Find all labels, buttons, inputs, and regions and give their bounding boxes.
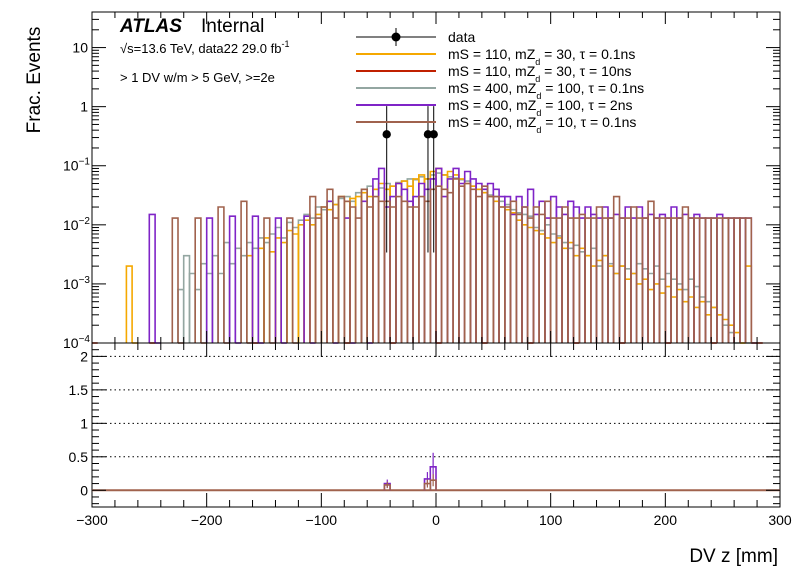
legend-label-1: mS = 110, mZd = 30, τ = 0.1ns [448,46,635,67]
legend-entry-5: mS = 400, mZd = 10, τ = 0.1ns [356,114,636,135]
main-panel: 10−4 10−3 10−2 10−1 1 10 [63,11,781,351]
bin-ms-400-mz-d-10-0-1ns-88 [744,217,753,343]
x-tick-label-4: 100 [539,512,563,528]
ratio-series-group [92,452,780,492]
bin-ms-400-mz-d-100-2ns-3 [228,215,237,343]
ratio-y-axis: 0 0.5 1 1.5 2 [69,348,780,505]
legend-entry-1: mS = 110, mZd = 30, τ = 0.1ns [356,46,635,67]
legend-entry-2: mS = 110, mZd = 30, τ = 10ns [356,63,631,84]
legend-marker-data [391,32,401,42]
bin-ms-400-mz-d-100-2ns-2 [205,217,214,343]
x-tick-label-5: 200 [654,512,678,528]
bin-ms-400-mz-d-10-0-1ns-0 [171,217,179,343]
data-point-0 [382,130,391,139]
y-axis-title: Frac. Events [24,27,45,134]
x-tick-label-6: 300 [768,512,792,528]
lumi-exponent: -1 [281,39,289,49]
lumi-label: √s=13.6 TeV, data22 29.0 fb-1 [120,39,289,56]
main-tick-label-2: 10−2 [63,216,90,233]
ratio-tick-label-0: 0 [80,482,88,498]
atlas-label: ATLAS [119,16,182,37]
bin-ms-400-mz-d-10-0-1ns-10 [286,217,294,343]
x-tick-label-1: −200 [191,512,223,528]
main-tick-label-3: 10−1 [63,157,90,174]
legend-label-3: mS = 400, mZd = 100, τ = 0.1ns [448,80,644,101]
legend-label-5: mS = 400, mZd = 10, τ = 0.1ns [448,114,636,135]
ratio-tick-label-4: 2 [80,348,88,364]
bin-ms-110-mz-d-30-0-1ns-0 [125,265,133,343]
main-tick-label-0: 10−4 [63,334,90,351]
main-x-ticks [91,12,781,343]
x-tick-label-2: −100 [306,512,338,528]
data-points-group [382,106,438,253]
ratio-panel: 0 0.5 1 1.5 2 −300 −200 −100 0 100 200 300 [69,342,792,528]
x-tick-label-0: −300 [76,512,108,528]
legend-entry-3: mS = 400, mZd = 100, τ = 0.1ns [356,80,644,101]
selection-label: > 1 DV w/m > 5 GeV, >=2e [120,70,275,85]
legend-label-4: mS = 400, mZd = 100, τ = 2ns [448,97,632,118]
data-point-2 [429,130,438,139]
main-tick-label-1: 10−3 [63,275,90,292]
legend: data mS = 110, mZd = 30, τ = 0.1ns mS = … [356,28,644,135]
internal-label: Internal [201,16,264,37]
legend-label-2: mS = 110, mZd = 30, τ = 10ns [448,63,631,84]
bin-ms-400-mz-d-100-2ns-7 [274,217,282,343]
bin-ms-400-mz-d-10-0-1ns-2 [194,217,202,343]
x-tick-label-3: 0 [432,512,440,528]
bin-ms-400-mz-d-10-0-1ns-8 [263,217,271,343]
ratio-tick-label-2: 1 [80,415,88,431]
bin-ms-400-mz-d-10-0-1ns-4 [217,206,225,343]
main-y-axis: 10−4 10−3 10−2 10−1 1 10 [63,18,780,351]
x-axis-title: DV z [mm] [689,546,778,567]
legend-label-data: data [448,29,475,45]
legend-entry-data: data [356,28,475,46]
main-tick-label-4: 1 [80,99,88,115]
ratio-tick-label-1: 0.5 [69,449,89,465]
bin-ms-400-mz-d-10-0-1ns-6 [240,200,248,343]
main-tick-label-5: 10 [72,40,88,56]
legend-entry-4: mS = 400, mZd = 100, τ = 2ns [356,97,632,118]
series-ms-400-mz-d-10-0-1ns [171,178,758,344]
lumi-text: √s=13.6 TeV, data22 29.0 fb [120,41,281,56]
ratio-ratio-ms-400-mz-d-10-0-1ns [383,474,437,491]
main-series-group [92,167,763,344]
bin-ms-400-mz-d-100-2ns-5 [251,215,260,343]
ratio-tick-label-3: 1.5 [69,382,89,398]
x-axis: −300 −200 −100 0 100 200 300 [76,343,792,528]
bin-ms-400-mz-d-100-2ns-0 [148,213,156,343]
